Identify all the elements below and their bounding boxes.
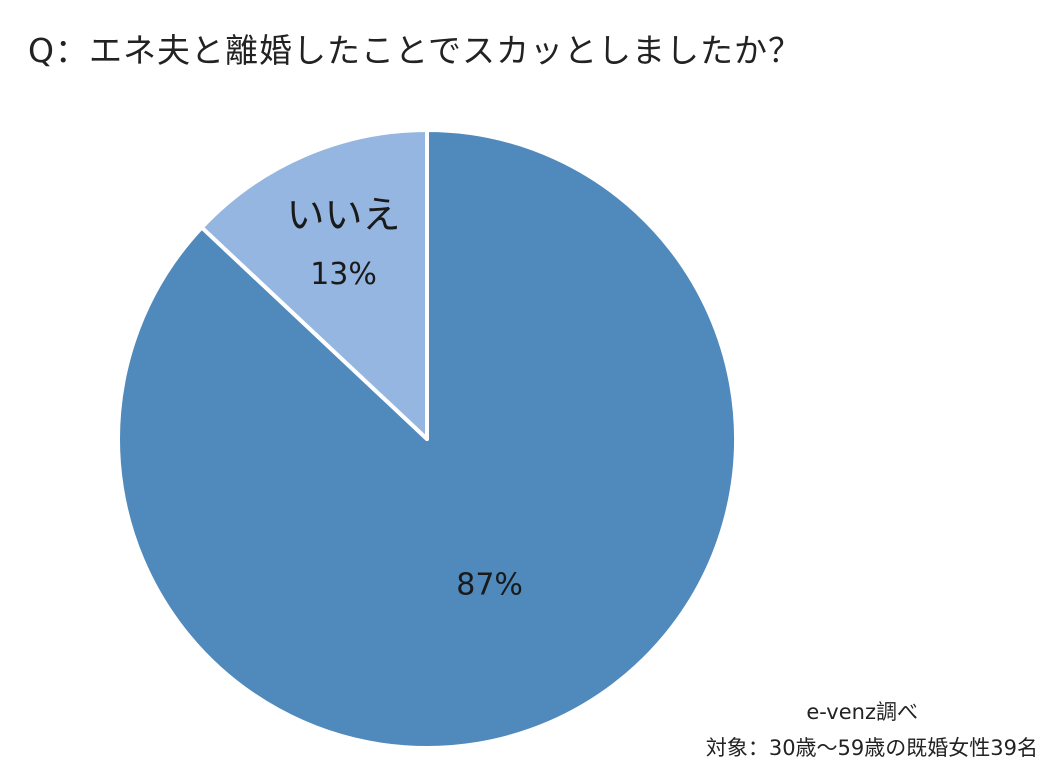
survey-target-note: 対象：30歳〜59歳の既婚女性39名 <box>705 736 1038 760</box>
pie-slice-2 <box>199 128 429 441</box>
pie-slices <box>116 128 738 750</box>
slice-value-label: 87% <box>456 568 523 603</box>
source-note: e-venz調べ <box>806 700 918 724</box>
chart-title: Q：エネ夫と離婚したことでスカッとしましたか？ <box>28 31 802 70</box>
pie-slice-1 <box>116 128 738 750</box>
slice-value-label: 13% <box>310 257 377 292</box>
slice-category-label: いいえ <box>287 193 401 237</box>
pie-labels: 87% いいえ 13% <box>287 193 523 602</box>
